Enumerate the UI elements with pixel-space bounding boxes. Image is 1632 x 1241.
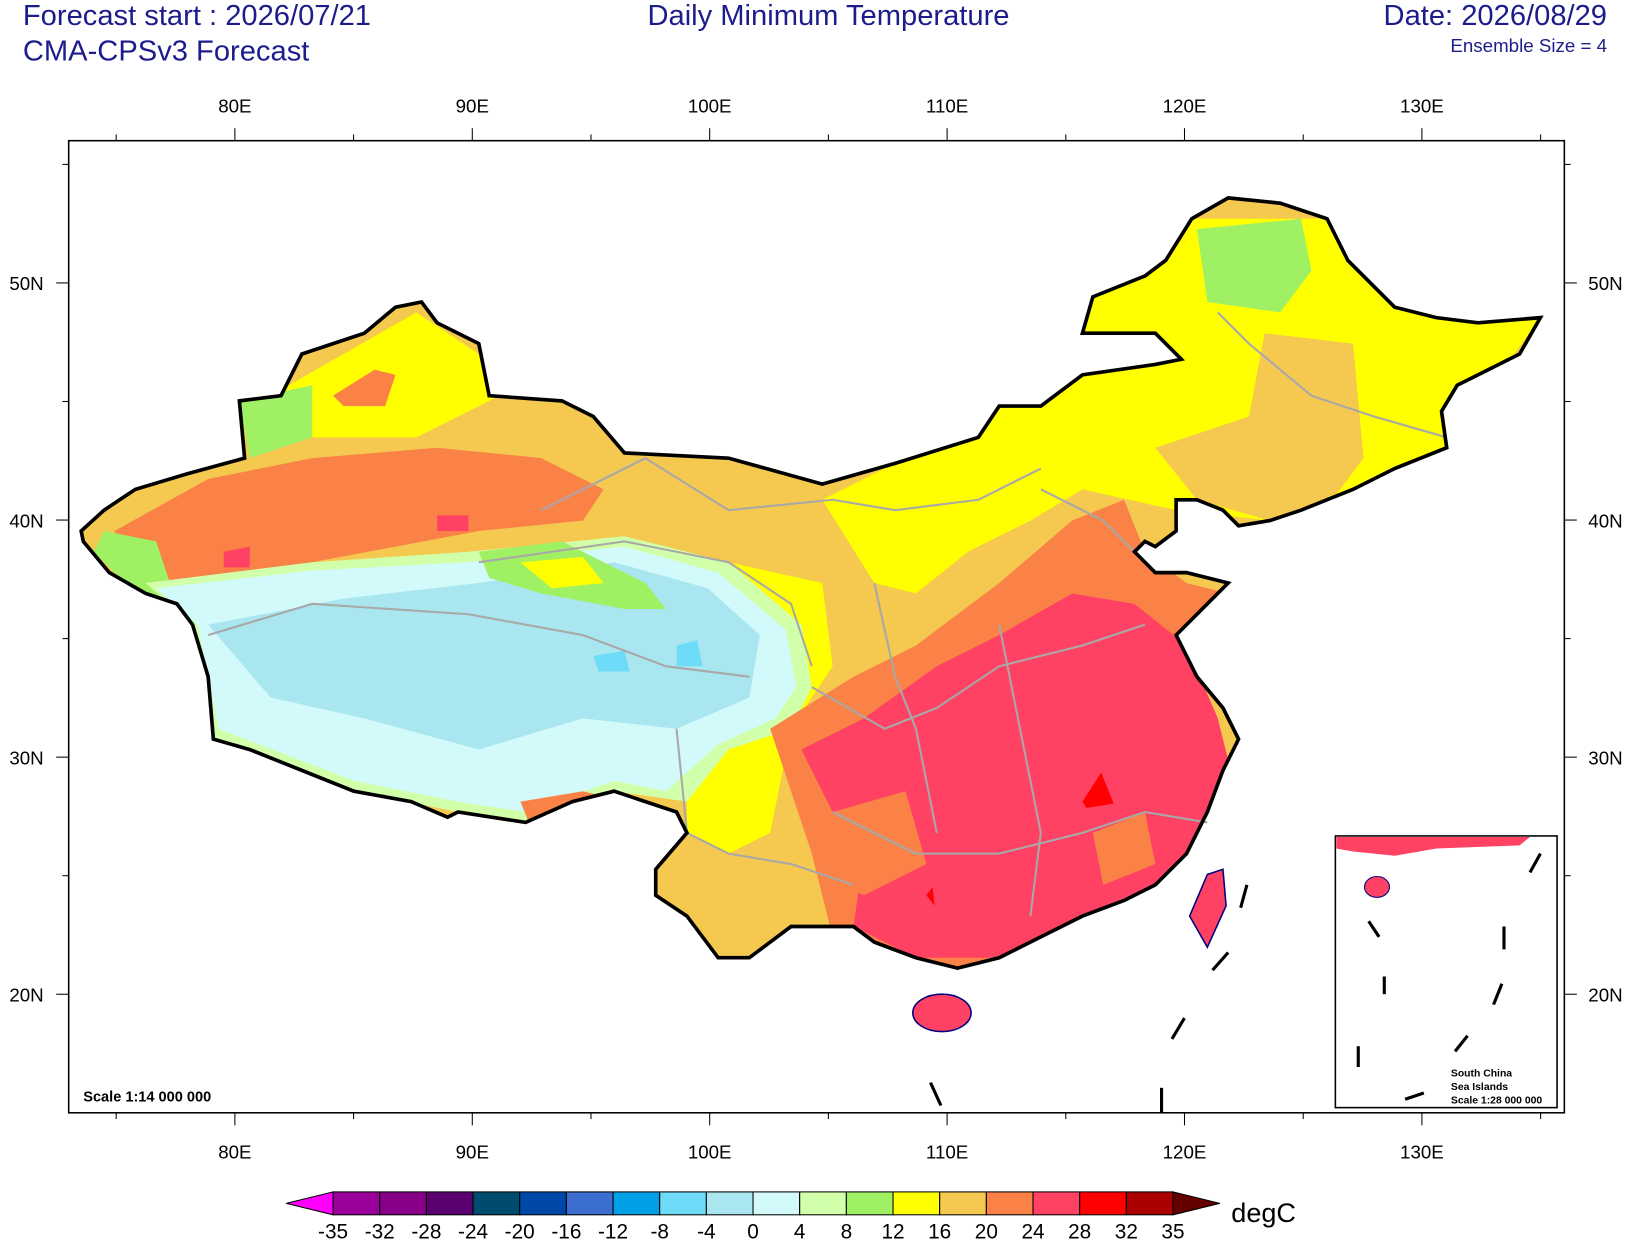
lat-label: 30N	[1588, 747, 1622, 768]
lon-label: 130E	[1400, 96, 1444, 117]
inset-hainan	[1363, 876, 1391, 898]
hainan	[912, 993, 972, 1033]
lat-label: 50N	[9, 273, 43, 294]
colorbar-label: -24	[458, 1221, 488, 1241]
lat-label: 40N	[1588, 510, 1622, 531]
colorbar-label: 16	[928, 1221, 951, 1241]
lat-label: 20N	[9, 985, 43, 1006]
colorbar-box	[519, 1191, 567, 1216]
colorbar-box	[752, 1191, 801, 1216]
inset-label: South China	[1451, 1068, 1512, 1079]
model-name: CMA-CPSv3 Forecast	[23, 36, 309, 68]
colorbar-box	[659, 1191, 707, 1216]
map-title: Daily Minimum Temperature	[647, 0, 1009, 32]
colorbar-label: -8	[650, 1221, 669, 1241]
colorbar-box	[799, 1191, 847, 1216]
taiwan	[1188, 868, 1227, 950]
ensemble-size: Ensemble Size = 4	[1450, 35, 1607, 56]
lon-label: 110E	[926, 96, 968, 117]
colorbar-under	[286, 1191, 334, 1216]
colorbar-box	[1032, 1191, 1081, 1216]
colorbar-label: -4	[697, 1221, 716, 1241]
lon-label: 80E	[218, 96, 251, 117]
lon-label: 80E	[218, 1142, 251, 1163]
lon-label: 120E	[1163, 1142, 1207, 1163]
colorbar-label: -28	[411, 1221, 441, 1241]
colorbar-units: degC	[1231, 1198, 1296, 1228]
colorbar-label: -32	[365, 1221, 395, 1241]
colorbar-box	[332, 1191, 381, 1216]
inset-scale: Scale 1:28 000 000	[1451, 1095, 1543, 1106]
colorbar-box	[472, 1191, 521, 1216]
lat-label: 30N	[9, 747, 43, 768]
inset-dashes	[1356, 852, 1542, 1101]
colorbar-label: 12	[881, 1221, 904, 1241]
lat-label: 20N	[1588, 985, 1622, 1006]
colorbar-label: 24	[1021, 1221, 1044, 1241]
forecast-start: Forecast start : 2026/07/21	[23, 0, 371, 32]
colorbar-box	[939, 1191, 987, 1216]
colorbar-box	[1125, 1191, 1174, 1216]
colorbar-label: -12	[598, 1221, 628, 1241]
lon-label: 90E	[456, 1142, 489, 1163]
inset-label: Sea Islands	[1451, 1082, 1508, 1093]
lon-label: 100E	[688, 1142, 732, 1163]
colorbar-box	[845, 1191, 894, 1216]
colorbar-label: 28	[1068, 1221, 1091, 1241]
colorbar-box	[379, 1191, 427, 1216]
lat-label: 50N	[1588, 273, 1622, 294]
nine-dash-line	[929, 884, 1249, 1113]
lon-label: 100E	[688, 96, 732, 117]
colorbar-label: 8	[841, 1221, 853, 1241]
lon-label: 120E	[1163, 96, 1207, 117]
map-scale: Scale 1:14 000 000	[83, 1089, 211, 1105]
colorbar-label: -20	[505, 1221, 535, 1241]
colorbar-label: 0	[747, 1221, 759, 1241]
colorbar-box	[565, 1191, 614, 1216]
colorbar-box	[612, 1191, 661, 1216]
lon-label: 90E	[456, 96, 489, 117]
lon-label: 130E	[1400, 1142, 1444, 1163]
colorbar-box	[1079, 1191, 1127, 1216]
colorbar-over	[1172, 1191, 1220, 1216]
lon-label: 110E	[926, 1142, 968, 1163]
colorbar-label: 32	[1115, 1221, 1138, 1241]
colorbar-box	[892, 1191, 941, 1216]
colorbar-box	[425, 1191, 474, 1216]
lat-label: 40N	[9, 510, 43, 531]
colorbar-box	[705, 1191, 754, 1216]
colorbar-box	[985, 1191, 1034, 1216]
colorbar-label: -35	[318, 1221, 348, 1241]
colorbar-label: 35	[1161, 1221, 1184, 1241]
colorbar-label: 4	[794, 1221, 806, 1241]
inset-frame	[1334, 835, 1558, 1109]
province-borders	[207, 311, 1448, 917]
inset-coast	[1336, 836, 1530, 856]
valid-date: Date: 2026/08/29	[1384, 0, 1607, 32]
map-frame	[67, 139, 1566, 1114]
colorbar-label: -16	[551, 1221, 581, 1241]
colorbar-label: 20	[975, 1221, 998, 1241]
